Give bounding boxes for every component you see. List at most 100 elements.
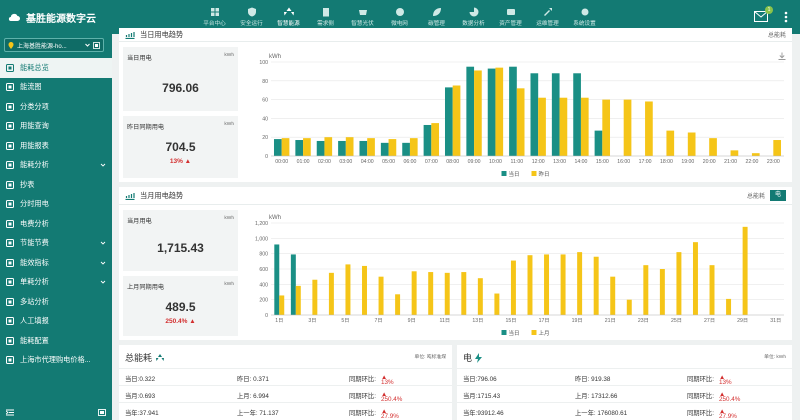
bar-previous[interactable] <box>378 276 384 315</box>
bar-current[interactable] <box>573 73 581 156</box>
bar-previous[interactable] <box>709 265 715 315</box>
bar-previous[interactable] <box>527 255 533 315</box>
sidebar-item-4[interactable]: 用能报表 <box>0 136 112 156</box>
bar-previous[interactable] <box>477 278 483 315</box>
bar-current[interactable] <box>444 87 453 156</box>
nav-item-2[interactable]: 智慧能源 <box>270 0 307 34</box>
bar-previous[interactable] <box>659 269 665 315</box>
bar-current[interactable] <box>274 244 280 315</box>
bar-previous[interactable] <box>730 150 739 156</box>
bar-current[interactable] <box>295 140 304 156</box>
bar-current[interactable] <box>290 254 296 315</box>
bar-previous[interactable] <box>303 138 311 156</box>
sidebar-item-12[interactable]: 多站分析 <box>0 292 112 312</box>
bar-previous[interactable] <box>510 260 516 315</box>
bar-current[interactable] <box>273 139 282 156</box>
brand[interactable]: 基胜能源数字云 <box>8 10 96 25</box>
sidebar-item-13[interactable]: 人工填报 <box>0 312 112 332</box>
bar-previous[interactable] <box>602 99 611 156</box>
nav-item-1[interactable]: 安全运行 <box>233 0 270 34</box>
bar-current[interactable] <box>530 73 539 156</box>
bar-previous[interactable] <box>345 137 354 156</box>
bar-previous[interactable] <box>645 101 653 156</box>
sidebar-item-2[interactable]: 分类分项 <box>0 97 112 117</box>
legend-label[interactable]: 上月 <box>539 329 550 337</box>
bar-previous[interactable] <box>742 226 748 315</box>
bar-previous[interactable] <box>494 293 500 315</box>
bar-previous[interactable] <box>751 153 760 156</box>
bar-previous[interactable] <box>312 279 318 315</box>
bar-previous[interactable] <box>643 265 649 315</box>
sidebar-item-0[interactable]: 能耗总览 <box>0 58 112 78</box>
bar-current[interactable] <box>359 140 368 156</box>
bar-previous[interactable] <box>580 97 589 156</box>
daily-total-link[interactable]: 总能耗 <box>767 33 786 39</box>
bar-previous[interactable] <box>495 67 504 156</box>
sidebar-item-14[interactable]: 能耗配置 <box>0 331 112 351</box>
bar-previous[interactable] <box>626 299 632 315</box>
bar-previous[interactable] <box>610 276 616 315</box>
window-icon[interactable] <box>98 408 106 416</box>
nav-item-8[interactable]: 资产管理 <box>492 0 529 34</box>
bar-previous[interactable] <box>726 298 732 315</box>
bar-previous[interactable] <box>452 85 461 157</box>
more-icon[interactable] <box>780 10 792 24</box>
bar-previous[interactable] <box>559 97 568 156</box>
sidebar-item-11[interactable]: 单耗分析 <box>0 273 112 293</box>
bar-previous[interactable] <box>676 252 682 315</box>
bar-previous[interactable] <box>461 272 467 315</box>
nav-item-5[interactable]: 微电网 <box>381 0 418 34</box>
qr-icon[interactable] <box>93 41 100 49</box>
nav-item-0[interactable]: 平台中心 <box>196 0 233 34</box>
bar-current[interactable] <box>338 140 346 156</box>
download-icon[interactable] <box>778 52 786 60</box>
bar-previous[interactable] <box>544 254 550 315</box>
sidebar-item-1[interactable]: 能流图 <box>0 78 112 98</box>
nav-item-10[interactable]: 系统设置 <box>566 0 603 34</box>
bar-current[interactable] <box>423 124 432 156</box>
bar-current[interactable] <box>316 140 325 156</box>
sidebar-item-7[interactable]: 分时用电 <box>0 195 112 215</box>
mail-icon[interactable] <box>754 11 768 22</box>
nav-item-6[interactable]: 碳管理 <box>418 0 455 34</box>
bar-previous[interactable] <box>428 272 434 315</box>
bar-previous[interactable] <box>431 123 440 156</box>
bar-previous[interactable] <box>409 138 418 156</box>
site-selector[interactable]: 上海基胜能源-ho... <box>4 38 104 52</box>
bar-current[interactable] <box>466 66 475 156</box>
bar-previous[interactable] <box>538 97 546 156</box>
legend-label[interactable]: 昨日 <box>539 170 550 178</box>
sidebar-item-10[interactable]: 能效指标 <box>0 253 112 273</box>
nav-item-7[interactable]: 数据分析 <box>455 0 492 34</box>
bar-previous[interactable] <box>593 256 599 315</box>
nav-item-4[interactable]: 智慧光伏 <box>344 0 381 34</box>
bar-current[interactable] <box>487 68 496 156</box>
nav-item-3[interactable]: 需求侧 <box>307 0 344 34</box>
bar-previous[interactable] <box>367 138 375 156</box>
bar-current[interactable] <box>509 66 517 156</box>
bar-previous[interactable] <box>444 272 450 315</box>
bar-previous[interactable] <box>281 138 290 156</box>
bar-previous[interactable] <box>623 99 632 156</box>
bar-previous[interactable] <box>388 139 397 156</box>
legend-label[interactable]: 当日 <box>509 170 520 178</box>
bar-current[interactable] <box>402 142 410 156</box>
sidebar-item-8[interactable]: 电费分析 <box>0 214 112 234</box>
bar-current[interactable] <box>551 73 560 156</box>
sidebar-item-3[interactable]: 用能查询 <box>0 117 112 137</box>
bar-previous[interactable] <box>328 272 334 315</box>
bar-current[interactable] <box>380 142 389 156</box>
bar-previous[interactable] <box>395 294 401 315</box>
bar-previous[interactable] <box>560 254 566 315</box>
bar-previous[interactable] <box>295 285 301 315</box>
bar-previous[interactable] <box>773 140 782 156</box>
bar-previous[interactable] <box>687 132 696 157</box>
bar-previous[interactable] <box>577 252 583 315</box>
tab-electricity[interactable]: 电 <box>770 190 786 201</box>
bar-previous[interactable] <box>516 88 525 156</box>
sidebar-item-5[interactable]: 能耗分析 <box>0 156 112 176</box>
bar-previous[interactable] <box>709 138 717 156</box>
collapse-icon[interactable] <box>6 409 14 416</box>
bar-previous[interactable] <box>666 130 675 156</box>
nav-item-9[interactable]: 运维管理 <box>529 0 566 34</box>
